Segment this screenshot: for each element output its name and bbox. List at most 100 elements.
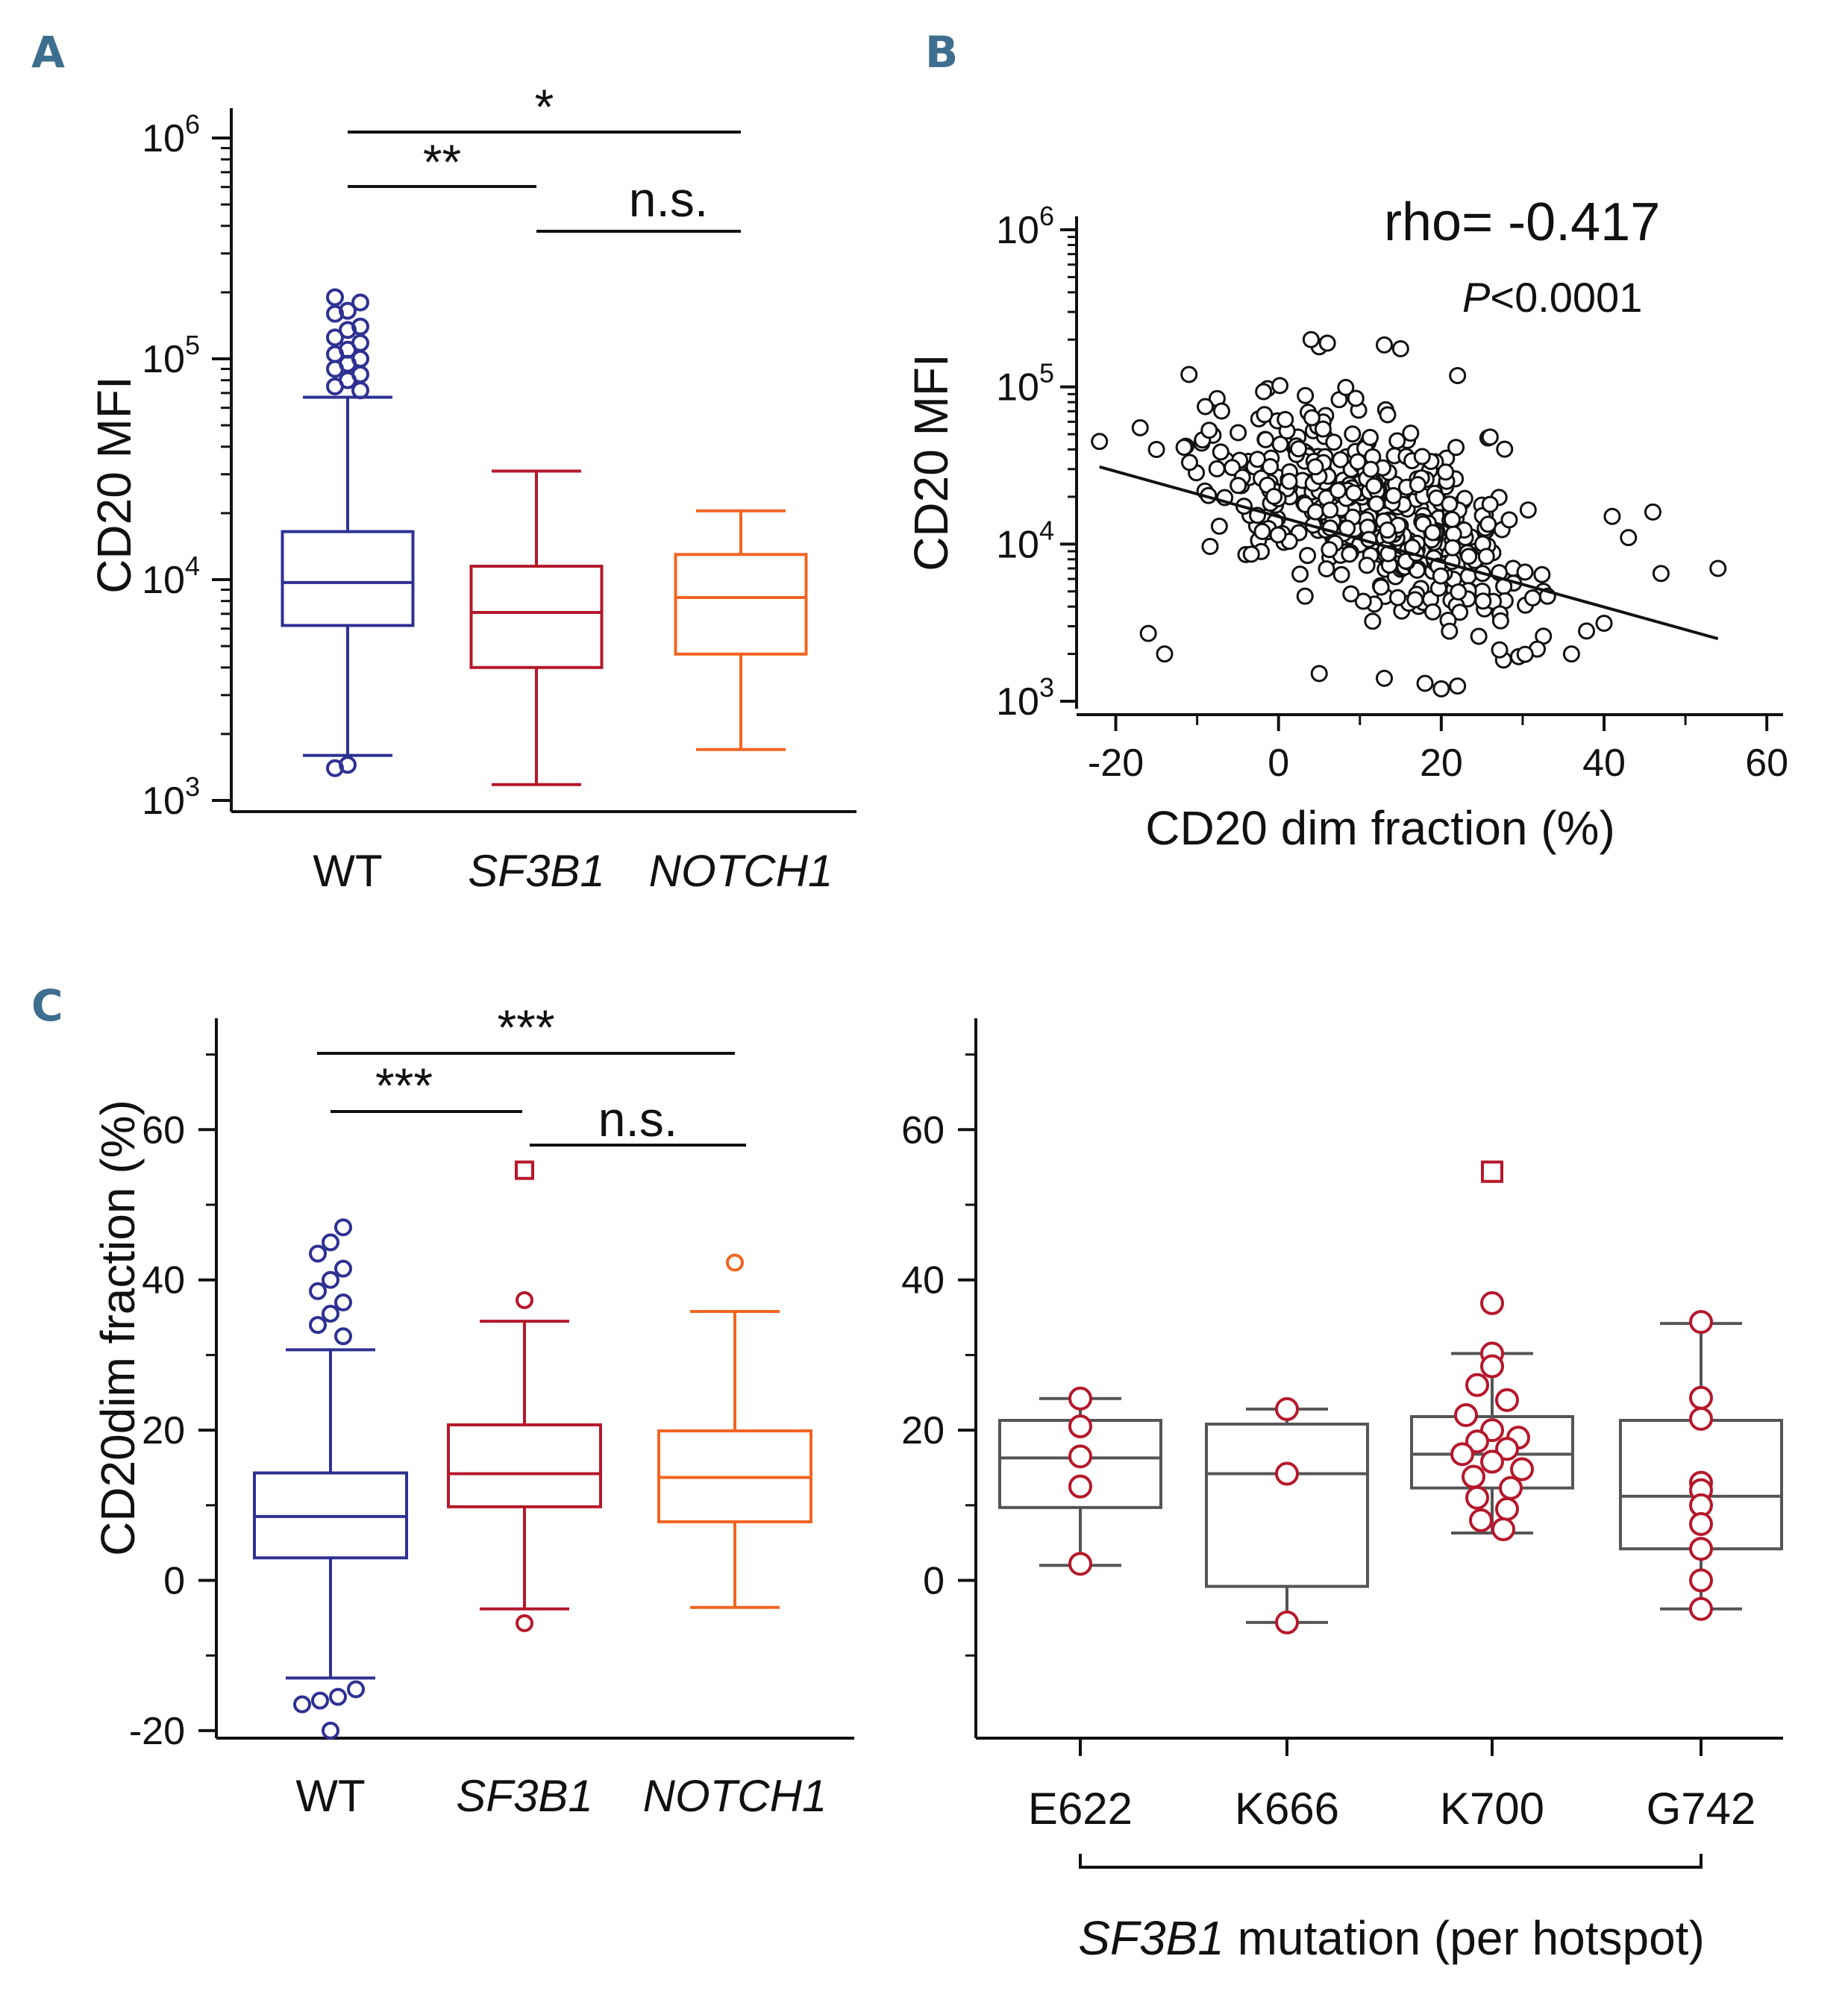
panel-c-right-category-label: K666 (1235, 1784, 1339, 1834)
panel-a-outlier (326, 328, 344, 347)
panel-a-significance-label: * (535, 79, 554, 134)
panel-c-right-xlabel: SF3B1 mutation (per hotspot) (1078, 1911, 1705, 1965)
panel-c-left-outlier (309, 1282, 327, 1300)
panel-b-scatter-point (1230, 424, 1247, 442)
panel-b-scatter-point (1302, 330, 1320, 348)
panel-c-left-ytick-label: 60 (142, 1109, 185, 1152)
panel-b-p-letter: P (1462, 274, 1490, 321)
panel-b-scatter-point (1291, 565, 1309, 583)
panel-b-scatter-point (1496, 440, 1514, 458)
panel-b-scatter-point (1364, 612, 1382, 630)
panel-b-scatter-point (1303, 409, 1321, 427)
panel-b-scatter-point (1156, 645, 1174, 663)
panel-a-box (469, 565, 604, 669)
panel-a-box (674, 553, 808, 656)
panel-b-scatter-point (1578, 622, 1596, 640)
panel-a-outlier (351, 365, 369, 383)
panel-b-p-rest: <0.0001 (1490, 274, 1642, 321)
panel-b-scatter-point (1709, 559, 1727, 577)
panel-b-scatter-point (1372, 578, 1390, 596)
panel-a-ytick-label-exponent: 6 (185, 109, 200, 140)
panel-c-right-point (1454, 1402, 1478, 1427)
panel-c-right-point (1480, 1291, 1504, 1315)
panel-c-left-outlier (329, 1687, 347, 1706)
panel-b-scatter-point (1175, 439, 1193, 457)
panel-b-scatter-point (1451, 604, 1469, 621)
panel-b-scatter-point (1318, 559, 1335, 577)
panel-c-right-ytick-label: 20 (901, 1409, 945, 1452)
panel-b-scatter-point (1210, 517, 1228, 535)
panel-c-left-outlier (322, 1270, 339, 1289)
panel-b-scatter-point (1379, 406, 1397, 424)
panel-b-scatter-point (1460, 548, 1478, 565)
panel-b-scatter-point (1269, 526, 1287, 544)
panel-b-scatter-point (1280, 472, 1298, 490)
panel-b-scatter-point (1332, 451, 1350, 468)
panel-b-scatter-point (1376, 669, 1394, 687)
panel-a-significance-label: ** (423, 134, 461, 189)
panel-b-scatter-point (1491, 641, 1509, 659)
panel-c-right-point (1495, 1496, 1519, 1521)
panel-b-ylabel: CD20 MFI (904, 354, 958, 571)
panel-b-scatter-point (1180, 366, 1198, 383)
panel-b-scatter-point (1562, 645, 1580, 663)
panel-c-right-point (1275, 1461, 1299, 1486)
panel-b-scatter-point (1441, 495, 1459, 513)
panel-b-scatter-point (1318, 334, 1336, 352)
panel-b-scatter-point (1519, 501, 1537, 519)
panel-b-scatter-point (1516, 645, 1534, 663)
panel-b-scatter-point (1481, 428, 1499, 446)
panel-c-right-point (1068, 1386, 1092, 1411)
panel-c-right-point (1480, 1354, 1504, 1379)
panel-c-left-ytick-label: 0 (163, 1560, 185, 1603)
panel-b-scatter-point (1450, 583, 1468, 601)
panel-a-ytick-label: 105 (142, 330, 200, 381)
panel-c-right-point (1689, 1310, 1713, 1335)
panel-b-scatter-point (1376, 336, 1394, 354)
panel-b-scatter-point (1321, 501, 1339, 519)
panel-b-ytick-label-base: 10 (996, 523, 1039, 566)
panel-c-left-category-label: NOTCH1 (643, 1771, 827, 1821)
panel-b-scatter-point (1271, 377, 1289, 395)
panel-b-scatter: CD20 MFI CD20 dim fraction (%) rho= -0.4… (904, 192, 1788, 855)
panel-b-xtick-label: 0 (1268, 742, 1289, 785)
panel-a-ylabel: CD20 MFI (87, 376, 141, 594)
panel-b-scatter-point (1310, 665, 1328, 683)
panel-b-scatter-point (1290, 440, 1308, 458)
panel-c-left-outlier (322, 1233, 339, 1252)
panel-c-right-point (1689, 1537, 1713, 1561)
panel-b-ytick-label: 104 (996, 515, 1054, 566)
panel-b-scatter-point (1523, 589, 1541, 606)
panel-b-scatter-point (1314, 420, 1332, 438)
panel-a-ytick-label-base: 10 (142, 780, 185, 823)
panel-c-right-point (1689, 1596, 1713, 1621)
panel-c-right-point (1499, 1476, 1523, 1500)
panel-b-scatter-point (1481, 495, 1499, 513)
panel-c-right-category-label: E622 (1028, 1784, 1133, 1834)
panel-b-xtick-label: 60 (1745, 742, 1788, 785)
panel-b-scatter-point (1337, 378, 1355, 396)
panel-c-left-ytick-label: 20 (142, 1409, 185, 1452)
panel-c-left-outlier (347, 1680, 365, 1699)
panel-a-ytick-label-exponent: 5 (185, 330, 200, 360)
panel-c-right-point (1465, 1373, 1489, 1397)
panel-c-left-category-label: WT (295, 1771, 365, 1821)
panel-b-scatter-point (1470, 627, 1488, 645)
panel-c-right-point (1689, 1406, 1713, 1431)
panel-c-right-point (1510, 1457, 1534, 1482)
panel-b-scatter-point (1368, 495, 1385, 512)
panel-b-scatter-point (1406, 591, 1424, 609)
panel-b-scatter-point (1444, 539, 1462, 557)
panel-b-scatter-point (1242, 545, 1260, 563)
panel-b-scatter-point (1147, 440, 1165, 458)
panel-b-scatter-point (1139, 624, 1157, 642)
panel-b-scatter-point (1409, 476, 1426, 494)
panel-b-scatter-point (1479, 515, 1497, 533)
panel-label-c: C (31, 980, 63, 1031)
panel-a-ytick-label-exponent: 4 (185, 551, 200, 581)
panel-b-xtick-label: 40 (1582, 742, 1626, 785)
panel-c-left-category-label: SF3B1 (456, 1771, 592, 1821)
panel-c-right-point (1450, 1442, 1474, 1467)
panel-c-right-ytick-label: 0 (923, 1560, 945, 1603)
